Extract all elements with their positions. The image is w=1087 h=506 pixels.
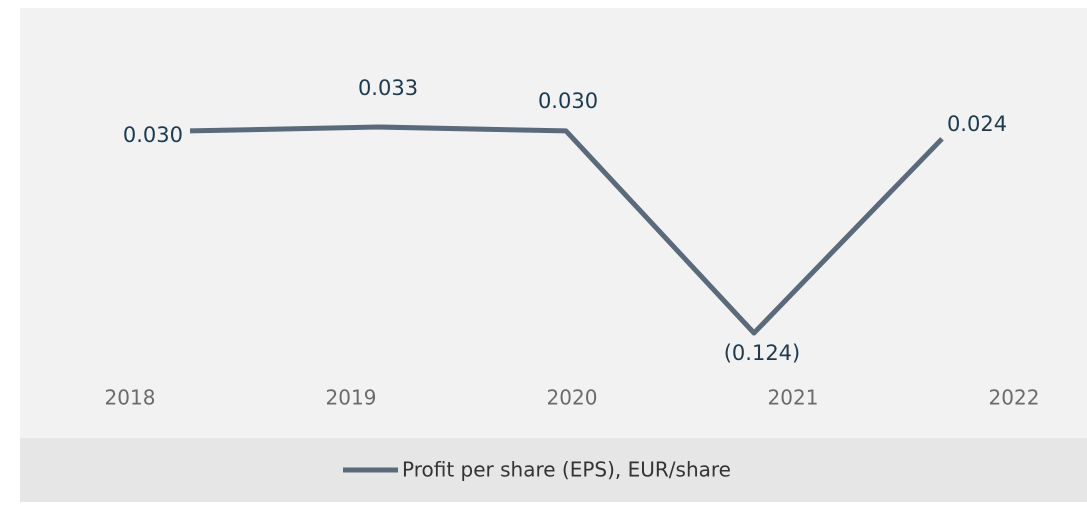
legend-background [20,438,1087,502]
x-tick-label: 2019 [326,386,377,410]
x-tick-label: 2018 [105,386,156,410]
data-label: 0.030 [123,123,183,147]
data-label: 0.033 [358,76,418,100]
data-label: (0.124) [724,341,801,365]
plot-background [20,8,1087,438]
line [189,124,944,336]
data-label: 0.024 [947,112,1007,136]
data-label: 0.030 [538,89,598,113]
x-tick-label: 2022 [989,386,1040,410]
x-tick-label: 2021 [768,386,819,410]
legend-label: Profit per share (EPS), EUR/share [402,458,731,482]
x-tick-label: 2020 [547,386,598,410]
